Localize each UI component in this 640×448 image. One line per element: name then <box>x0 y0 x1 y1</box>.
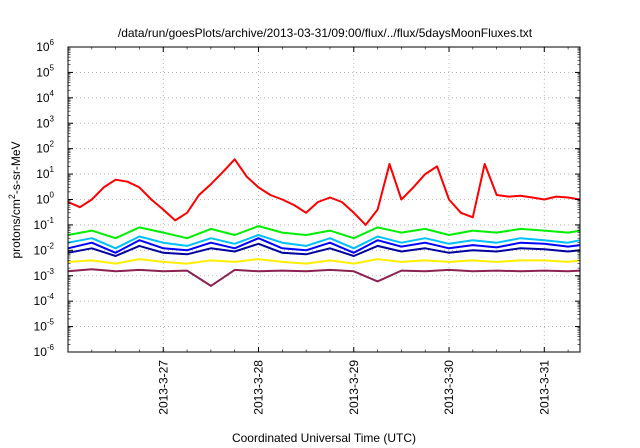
y-tick-label: 102 <box>36 140 54 156</box>
x-tick-label: 2013-3-30 <box>442 360 456 415</box>
series-line <box>67 268 581 287</box>
y-axis-label: protons/cm2-s-sr-MeV <box>7 141 23 258</box>
series-line <box>67 242 581 257</box>
y-tick-label: 10-1 <box>34 216 55 232</box>
series-line <box>67 234 581 250</box>
y-tick-label: 10-4 <box>34 292 55 308</box>
series-line <box>67 237 581 254</box>
chart-title: /data/run/goesPlots/archive/2013-03-31/0… <box>118 26 533 40</box>
series-line <box>67 258 581 265</box>
series-layer <box>67 158 581 287</box>
y-tick-label: 10-2 <box>34 241 55 257</box>
y-tick-label: 103 <box>36 114 54 130</box>
x-tick-label: 2013-3-31 <box>537 360 551 415</box>
series-line <box>67 158 581 226</box>
y-tick-label: 105 <box>36 63 54 79</box>
y-tick-label: 106 <box>36 38 54 54</box>
y-axis-label-exp: 2 <box>7 194 17 199</box>
y-tick-label: 10-3 <box>34 267 55 283</box>
y-tick-label: 100 <box>36 191 54 207</box>
x-tick-label: 2013-3-29 <box>347 360 361 415</box>
series-line <box>67 225 581 240</box>
y-tick-label: 104 <box>36 89 54 105</box>
x-tick-label: 2013-3-27 <box>156 360 170 415</box>
x-axis: 2013-3-27 2013-3-28 2013-3-29 2013-3-30 2013… <box>91 47 569 415</box>
y-tick-label: 10-6 <box>34 343 55 359</box>
y-axis: 10-6 10-5 10-4 10-3 10-2 10-1 100 101 102 103 104 1… <box>34 38 580 359</box>
y-tick-label: 10-5 <box>34 318 55 334</box>
y-tick-label: 101 <box>36 165 54 181</box>
x-axis-label: Coordinated Universal Time (UTC) <box>232 431 416 445</box>
y-axis-label-rest: -s-sr-MeV <box>9 141 23 194</box>
x-tick-label: 2013-3-28 <box>252 360 266 415</box>
y-axis-label-unit: protons/cm <box>9 199 23 258</box>
